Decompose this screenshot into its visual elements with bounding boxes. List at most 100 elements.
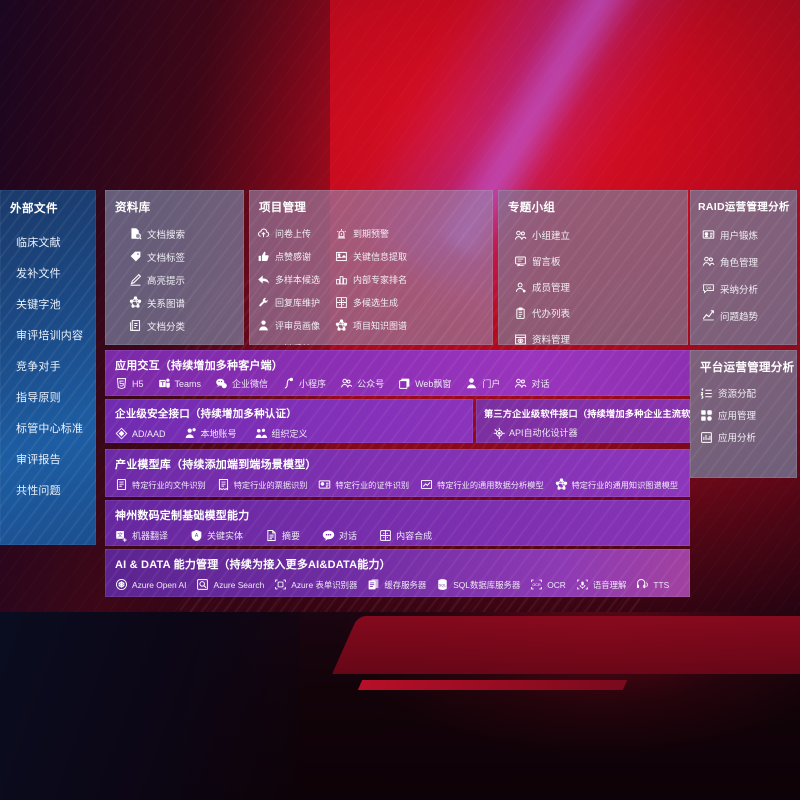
item-org-define[interactable]: 组织定义: [255, 425, 308, 442]
item-multi-sample-candidate[interactable]: 多样本候选: [257, 268, 335, 291]
item-receipt-recognition[interactable]: 特定行业的票据识别: [217, 476, 307, 493]
item-azure-form-recognizer[interactable]: Azure 表单识别器: [274, 576, 357, 593]
item-message-board[interactable]: 留言板: [506, 248, 602, 274]
item-general-data-analysis-model[interactable]: 特定行业的通用数据分析模型: [420, 476, 544, 493]
bar-row-security-thirdparty: 企业级安全接口（持续增加多种认证） AD/AAD 本地账号 组织定义: [105, 399, 690, 446]
item-document-category[interactable]: 文档分类: [115, 314, 238, 337]
item-internal-expert-rank[interactable]: 内部专家排名: [335, 268, 413, 291]
item-questionnaire-upload[interactable]: 问卷上传: [257, 222, 335, 245]
item-voice-understanding[interactable]: 语音理解: [576, 576, 626, 593]
item-teams[interactable]: Teams: [158, 375, 201, 392]
item-dialog-capability[interactable]: 对话: [322, 527, 357, 544]
item-label: 对话: [531, 379, 550, 389]
item-document-search[interactable]: 文档搜索: [115, 222, 238, 245]
entity-a-icon: A: [190, 529, 203, 542]
item-member-management[interactable]: 成员管理: [506, 274, 602, 300]
item-one-click-adopt[interactable]: 一键采纳: [257, 337, 335, 345]
item-portal[interactable]: 门户: [465, 375, 500, 392]
item-label: 项目知识图谱: [353, 321, 408, 331]
item-miniprogram[interactable]: 小程序: [282, 375, 326, 392]
item-cache-server[interactable]: 缓存服务器: [367, 576, 426, 593]
item-project-knowledge-graph[interactable]: 项目知识图谱: [335, 314, 413, 337]
item-sql-database-server[interactable]: SQL SQL数据库服务器: [436, 576, 520, 593]
official-account-icon: [340, 377, 353, 390]
archive-box-icon: [514, 333, 527, 346]
item-key-info-extract[interactable]: 关键信息提取: [335, 245, 413, 268]
item-dialog[interactable]: 对话: [514, 375, 549, 392]
item-idcard-recognition[interactable]: 特定行业的证件识别: [318, 476, 409, 493]
item-ocr[interactable]: OCR OCR: [530, 576, 566, 593]
item-wechat-work[interactable]: 企业微信: [215, 375, 268, 392]
bar-title-third-party-interface: 第三方企业级软件接口（持续增加多种企业主流软件接口）: [484, 409, 690, 419]
arrow-back-icon: [257, 342, 270, 345]
item-role-management[interactable]: 角色管理: [696, 248, 791, 275]
sidebar-item-supplement-files[interactable]: 发补文件: [16, 267, 61, 280]
item-label: SQL数据库服务器: [453, 579, 521, 590]
bar-items-industry-model-library: 特定行业的文件识别 特定行业的票据识别 特定行业的证件识别 特定行业的通用数据分…: [105, 472, 690, 497]
ordered-list-icon: [700, 387, 713, 400]
bar-app-interaction: 应用交互（持续增加多种客户端） H5 Teams 企业微信 小程序: [105, 350, 690, 396]
item-reply-library-maintain[interactable]: 回复库维护: [257, 291, 335, 314]
sidebar-item-competitors[interactable]: 竞争对手: [16, 360, 61, 373]
item-key-entity[interactable]: A 关键实体: [190, 527, 243, 544]
sidebar-item-clinical-literature[interactable]: 临床文献: [16, 236, 61, 249]
background-bottom-left-shade: [0, 612, 300, 800]
item-highlight-hint[interactable]: 高亮提示: [115, 268, 238, 291]
apps-gear-icon: [700, 409, 713, 422]
idcard-recognize-icon: [318, 478, 331, 491]
item-user-training[interactable]: 用户锻炼: [696, 221, 791, 248]
item-label: 角色管理: [720, 257, 759, 269]
sidebar-item-standards-center[interactable]: 标管中心标准: [16, 422, 84, 435]
bar-title-enterprise-security: 企业级安全接口（持续增加多种认证）: [115, 408, 297, 420]
item-todo-list[interactable]: 代办列表: [506, 300, 602, 326]
item-material-management[interactable]: 资料管理: [506, 326, 602, 345]
item-tts[interactable]: TTS: [636, 576, 669, 593]
item-label: 留言板: [532, 257, 561, 268]
item-label: Azure Search: [213, 579, 265, 590]
item-h5[interactable]: H5: [115, 375, 144, 392]
content-synth-icon: [379, 529, 392, 542]
cloud-upload-icon: [257, 227, 270, 240]
item-label: 特定行业的通用知识图谱模型: [571, 480, 679, 490]
item-relation-graph[interactable]: 关系图谱: [115, 291, 238, 314]
item-azure-search[interactable]: Azure Search: [196, 576, 264, 593]
item-resource-allocation[interactable]: 资源分配: [700, 382, 756, 404]
item-adoption-analysis[interactable]: QA 采纳分析: [696, 275, 791, 302]
item-app-analysis[interactable]: 应用分析: [700, 426, 756, 448]
sidebar-item-keyword-pool[interactable]: 关键字池: [16, 298, 61, 311]
item-local-account[interactable]: 本地账号: [184, 425, 237, 442]
summary-doc-icon: [265, 529, 278, 542]
item-general-knowledge-graph-model[interactable]: 特定行业的通用知识图谱模型: [555, 476, 678, 493]
alarm-light-icon: [335, 227, 348, 240]
item-web-float-window[interactable]: Web飘窗: [398, 375, 451, 392]
item-summary[interactable]: 摘要: [265, 527, 300, 544]
item-label: 小组建立: [532, 231, 571, 242]
item-app-management[interactable]: 应用管理: [700, 404, 756, 426]
sidebar-item-review-training[interactable]: 审评培训内容: [16, 329, 84, 342]
panel-items-resource-library: 文档搜索 文档标签 高亮提示 关系图谱: [105, 215, 244, 337]
item-document-tag[interactable]: 文档标签: [115, 245, 238, 268]
item-issue-trend[interactable]: 问题趋势: [696, 302, 791, 329]
sidebar-item-review-report[interactable]: 审评报告: [16, 453, 61, 466]
item-label: 组织定义: [271, 429, 308, 439]
item-group-create[interactable]: 小组建立: [506, 222, 602, 248]
sidebar-item-common-issues[interactable]: 共性问题: [16, 484, 61, 497]
bar-title-base-model-capability: 神州数码定制基础模型能力: [115, 510, 250, 522]
item-file-recognition[interactable]: 特定行业的文件识别: [115, 476, 206, 493]
item-machine-translation[interactable]: 文 机器翻译: [115, 527, 168, 544]
item-ad-aad[interactable]: AD/AAD: [115, 425, 166, 442]
bar-industry-model-library: 产业模型库（持续添加端到端场景模型） 特定行业的文件识别 特定行业的票据识别 特…: [105, 449, 690, 497]
item-label: 缓存服务器: [384, 579, 427, 590]
item-reviewer-portrait[interactable]: 评审员画像: [257, 314, 335, 337]
item-api-auto-designer[interactable]: API自动化设计器: [486, 424, 578, 441]
item-multi-candidate-generate[interactable]: 多候选生成: [335, 291, 413, 314]
item-official-account[interactable]: 公众号: [340, 375, 384, 392]
item-azure-open-ai[interactable]: Azure Open AI: [115, 576, 186, 593]
wechat-work-icon: [215, 377, 228, 390]
search-box-icon: [196, 578, 209, 591]
sidebar-item-guidelines[interactable]: 指导原则: [16, 391, 61, 404]
item-label: 特定行业的文件识别: [132, 480, 206, 490]
item-content-synthesis[interactable]: 内容合成: [379, 527, 432, 544]
item-thumbs-up-thanks[interactable]: 点赞感谢: [257, 245, 335, 268]
item-expiry-alert[interactable]: 到期预警: [335, 222, 413, 245]
